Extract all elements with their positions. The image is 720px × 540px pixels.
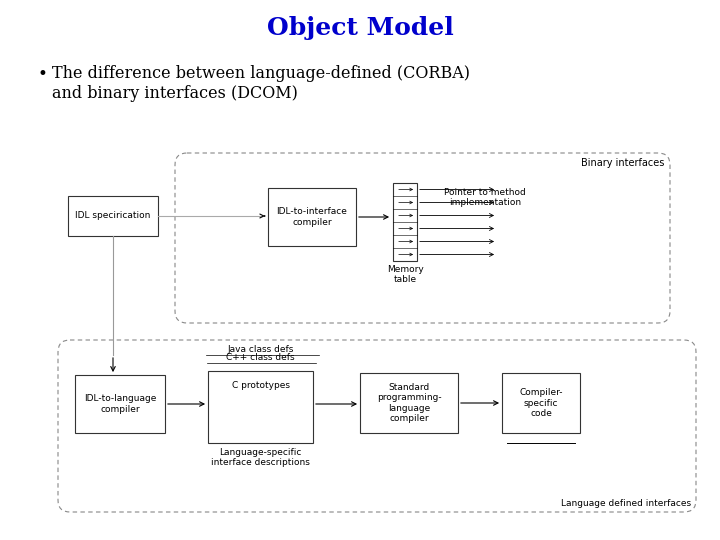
Bar (393, 183, 417, 261)
Text: C++ class defs: C++ class defs (226, 353, 294, 362)
Text: Pointer to method
implementation: Pointer to method implementation (444, 188, 526, 207)
Bar (68, 196, 158, 236)
Text: Object Model: Object Model (266, 16, 454, 40)
Bar (208, 371, 313, 443)
Text: IDL specirication: IDL specirication (76, 212, 150, 220)
Bar (268, 188, 356, 246)
Text: Language-specific
interface descriptions: Language-specific interface descriptions (211, 448, 310, 468)
Text: •: • (38, 65, 48, 83)
Text: IDL-to-interface
compiler: IDL-to-interface compiler (276, 207, 348, 227)
Text: Binary interfaces: Binary interfaces (580, 158, 664, 168)
Text: The difference between language-defined (CORBA)
and binary interfaces (DCOM): The difference between language-defined … (52, 65, 470, 102)
Bar (360, 373, 458, 433)
Text: Compiler-
specific
code: Compiler- specific code (519, 388, 563, 418)
Text: Memory
table: Memory table (387, 265, 423, 285)
Bar (75, 375, 165, 433)
Text: Language defined interfaces: Language defined interfaces (561, 499, 691, 508)
Bar (502, 373, 580, 433)
Text: Java class defs: Java class defs (228, 345, 294, 354)
Text: C prototypes: C prototypes (232, 381, 289, 389)
Text: IDL-to-language
compiler: IDL-to-language compiler (84, 394, 156, 414)
Text: Standard
programming-
language
compiler: Standard programming- language compiler (377, 383, 441, 423)
